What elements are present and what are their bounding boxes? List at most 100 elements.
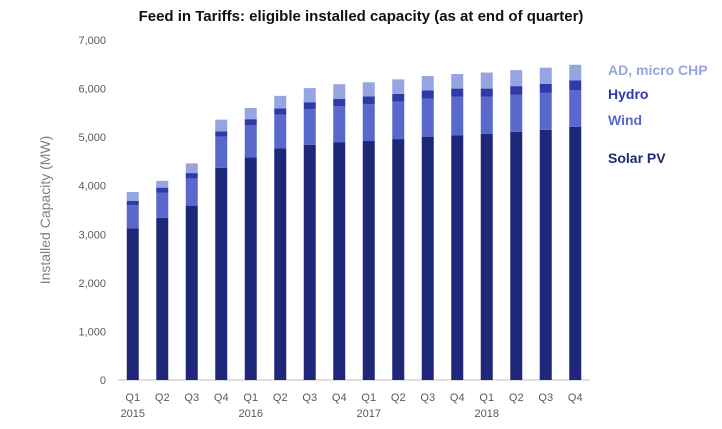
y-tick-label: 1,000: [78, 326, 106, 338]
bar-wind-8: [333, 106, 346, 143]
bar-ad-micro-chp-15: [539, 67, 552, 84]
bar-hydro-14: [510, 86, 523, 95]
bar-wind-15: [539, 92, 552, 130]
bar-solar-pv-4: [215, 167, 228, 380]
bar-solar-pv-6: [274, 148, 287, 380]
x-tick-label: Q3: [538, 392, 553, 404]
x-tick-label: Q1: [361, 392, 376, 404]
labels-layer: Q1 Q2 Q3 Q4 Q1 Q2 Q3 Q4 Q1 Q2 Q3 Q4 Q1 Q2 Q3 Q4 2015 2016…: [121, 392, 583, 420]
bar-ad-micro-chp-2: [156, 180, 169, 188]
bar-wind-5: [244, 125, 257, 158]
x-tick-label: Q2: [155, 392, 170, 404]
bar-hydro-9: [362, 96, 375, 105]
bar-solar-pv-14: [510, 131, 523, 380]
bar-ad-micro-chp-11: [421, 75, 434, 91]
axis-layer: 0 1,000 2,000 3,000 4,000 5,000 6,000 7,000 Inst…: [37, 35, 590, 387]
x-tick-label: Q1: [243, 392, 258, 404]
bar-hydro-6: [274, 108, 287, 115]
bar-hydro-15: [539, 83, 552, 93]
x-tick-label: Q1: [125, 392, 140, 404]
bar-solar-pv-13: [480, 133, 493, 380]
x-tick-label: Q2: [273, 392, 288, 404]
bar-ad-micro-chp-12: [451, 74, 464, 89]
bar-solar-pv-7: [303, 144, 316, 380]
bar-wind-2: [156, 192, 169, 218]
bars-layer: [126, 64, 582, 380]
bar-solar-pv-15: [539, 129, 552, 380]
x-year-label: 2015: [121, 408, 145, 420]
bar-wind-11: [421, 98, 434, 137]
y-tick-label: 3,000: [78, 229, 106, 241]
bar-solar-pv-12: [451, 135, 464, 380]
bar-ad-micro-chp-9: [362, 82, 375, 97]
bar-hydro-1: [126, 200, 139, 206]
bar-solar-pv-3: [185, 205, 198, 380]
y-tick-label: 7,000: [78, 35, 106, 47]
x-tick-label: Q3: [302, 392, 317, 404]
bar-wind-10: [392, 101, 405, 140]
chart-title: Feed in Tariffs: eligible installed capa…: [138, 8, 584, 25]
bar-solar-pv-11: [421, 136, 434, 380]
bar-ad-micro-chp-16: [569, 64, 582, 81]
x-tick-label: Q4: [332, 392, 347, 404]
x-tick-label: Q1: [479, 392, 494, 404]
bar-wind-1: [126, 205, 139, 229]
bar-ad-micro-chp-10: [392, 79, 405, 94]
x-tick-label: Q2: [391, 392, 406, 404]
y-tick-label: 2,000: [78, 278, 106, 290]
legend-item-solar-pv: Solar PV: [608, 150, 666, 166]
bar-hydro-7: [303, 102, 316, 109]
bar-ad-micro-chp-6: [274, 95, 287, 109]
bar-hydro-12: [451, 88, 464, 97]
legend-layer: AD, micro CHP Hydro Wind Solar PV: [608, 62, 708, 166]
x-tick-label: Q4: [450, 392, 465, 404]
bar-ad-micro-chp-4: [215, 119, 228, 132]
x-year-label: 2017: [357, 408, 381, 420]
bar-hydro-3: [185, 173, 198, 179]
x-tick-label: Q2: [509, 392, 524, 404]
bar-solar-pv-1: [126, 228, 139, 380]
y-axis-label: Installed Capacity (MW): [37, 136, 53, 285]
bar-solar-pv-8: [333, 142, 346, 380]
bar-wind-16: [569, 90, 582, 127]
bar-hydro-8: [333, 98, 346, 107]
bar-ad-micro-chp-3: [185, 163, 198, 174]
legend-item-ad-micro-chp: AD, micro CHP: [608, 62, 708, 78]
bar-ad-micro-chp-5: [244, 108, 257, 120]
bar-hydro-11: [421, 90, 434, 99]
bar-hydro-4: [215, 131, 228, 137]
bar-wind-13: [480, 96, 493, 134]
bar-hydro-16: [569, 80, 582, 91]
bar-hydro-5: [244, 119, 257, 125]
x-year-label: 2018: [475, 408, 499, 420]
bar-solar-pv-5: [244, 157, 257, 380]
x-year-label: 2016: [239, 408, 263, 420]
bar-solar-pv-9: [362, 141, 375, 380]
x-tick-label: Q4: [214, 392, 229, 404]
bar-ad-micro-chp-13: [480, 72, 493, 89]
legend-item-wind: Wind: [608, 112, 642, 128]
bar-wind-7: [303, 108, 316, 145]
bar-ad-micro-chp-7: [303, 88, 316, 103]
bar-wind-4: [215, 136, 228, 168]
bar-ad-micro-chp-14: [510, 70, 523, 87]
bar-wind-12: [451, 96, 464, 136]
legend-item-hydro: Hydro: [608, 86, 648, 102]
bar-wind-9: [362, 104, 375, 142]
bar-solar-pv-10: [392, 139, 405, 380]
y-tick-label: 0: [100, 375, 106, 387]
x-tick-label: Q4: [568, 392, 583, 404]
bar-solar-pv-2: [156, 217, 169, 380]
bar-hydro-10: [392, 93, 405, 102]
bar-wind-14: [510, 94, 523, 132]
bar-wind-3: [185, 178, 198, 206]
bar-ad-micro-chp-8: [333, 84, 346, 99]
bar-hydro-2: [156, 187, 169, 193]
bar-hydro-13: [480, 88, 493, 97]
bar-ad-micro-chp-1: [126, 192, 139, 201]
bar-wind-6: [274, 114, 287, 149]
bar-solar-pv-16: [569, 126, 582, 380]
x-tick-label: Q3: [184, 392, 199, 404]
x-tick-label: Q3: [420, 392, 435, 404]
